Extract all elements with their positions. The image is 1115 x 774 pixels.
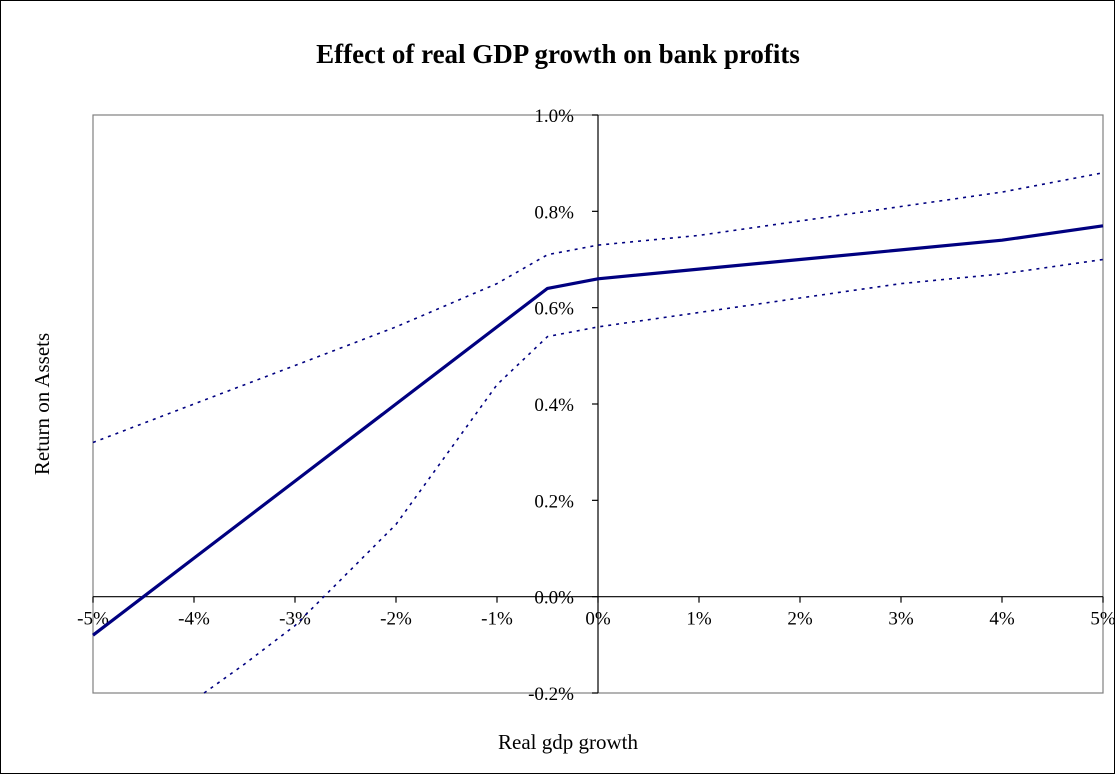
x-tick-label: 0% xyxy=(585,609,611,630)
y-tick-label: -0.2% xyxy=(528,684,574,705)
x-tick-label: 4% xyxy=(989,609,1015,630)
y-axis-label: Return on Assets xyxy=(30,333,54,475)
y-tick-label: 0.2% xyxy=(534,491,574,512)
chart-title: Effect of real GDP growth on bank profit… xyxy=(316,39,800,69)
x-tick-label: -2% xyxy=(380,609,412,630)
y-tick-label: 0.6% xyxy=(534,299,574,320)
x-tick-label: -5% xyxy=(77,609,109,630)
series-estimate-line xyxy=(92,224,1104,637)
x-axis-label: Real gdp growth xyxy=(498,730,638,754)
x-tick-label: 3% xyxy=(888,609,914,630)
x-tick-label: -1% xyxy=(481,609,513,630)
series-lower-band-line xyxy=(203,258,1104,694)
ticks-layer: -5% -4% -3% -2% -1% 0% 1% 2% 3% 4% 5% -0.2% 0.0% 0.2%… xyxy=(77,106,1114,705)
x-tick-label: 2% xyxy=(787,609,813,630)
x-tick-label: -3% xyxy=(279,609,311,630)
x-tick-label: 1% xyxy=(686,609,712,630)
series-upper-band-line xyxy=(92,172,1104,444)
y-tick-label: 0.4% xyxy=(534,395,574,416)
y-tick-label: 0.8% xyxy=(534,202,574,223)
y-tick-label: 0.0% xyxy=(534,588,574,609)
x-tick-label: -4% xyxy=(178,609,210,630)
y-tick-label: 1.0% xyxy=(534,106,574,127)
series-layer xyxy=(92,172,1104,694)
x-tick-label: 5% xyxy=(1090,609,1114,630)
